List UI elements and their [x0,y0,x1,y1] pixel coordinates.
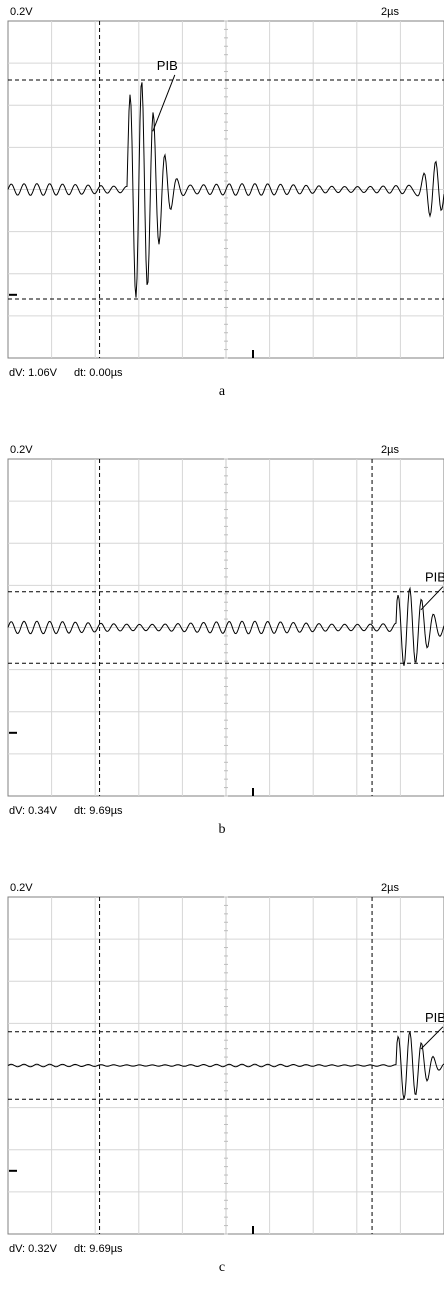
dv-readout: dV: 0.34V [9,805,57,817]
pib-annotation: PIB [157,58,178,73]
annotation-leader [420,586,444,611]
pib-annotation: PIB [425,1010,444,1025]
dt-readout: dt: 9.69µs [74,805,123,817]
dv-readout: dV: 1.06V [9,367,57,379]
annotation-leader [420,1026,444,1050]
panel-caption: c [218,1260,226,1275]
time-scale-label: 2µs [381,444,399,456]
pib-annotation: PIB [425,570,444,585]
waveform-trace [7,586,444,666]
dv-readout: dV: 0.32V [9,1243,57,1255]
vertical-scale-label: 0.2V [10,6,33,18]
dt-readout: dt: 9.69µs [74,1243,123,1255]
oscilloscope-screen: PIB [7,458,444,797]
vertical-scale-label: 0.2V [10,444,33,456]
scope-panel-c: 0.2V 2µs PIB dV: 0.32V dt: 9.69µs c [0,876,444,1275]
annotation-leader [152,74,176,132]
time-scale-label: 2µs [381,882,399,894]
oscilloscope-screen: PIB [7,896,444,1235]
scope-panel-a: 0.2V 2µs PIB dV: 1.06V dt: 0.00µs a [0,0,444,399]
oscilloscope-screen: PIB [7,20,444,359]
panel-caption: b [218,822,226,837]
waveform-trace [7,1031,444,1100]
scope-panel-b: 0.2V 2µs PIB dV: 0.34V dt: 9.69µs b [0,438,444,837]
vertical-scale-label: 0.2V [10,882,33,894]
panel-caption: a [218,384,226,399]
waveform-trace [7,82,444,298]
time-scale-label: 2µs [381,6,399,18]
dt-readout: dt: 0.00µs [74,367,123,379]
